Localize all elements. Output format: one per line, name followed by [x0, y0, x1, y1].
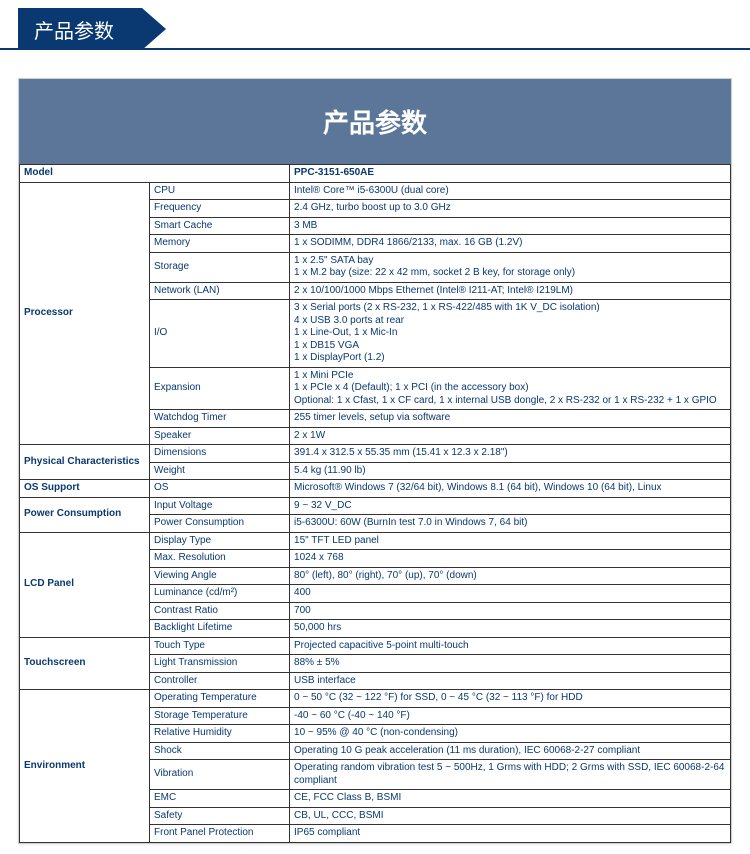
- spec-value: 3 x Serial ports (2 x RS-232, 1 x RS-422…: [290, 300, 731, 368]
- spec-row: TouchscreenTouch TypeProjected capacitiv…: [20, 637, 731, 655]
- spec-value: USB interface: [290, 672, 731, 690]
- spec-row: OS SupportOSMicrosoft® Windows 7 (32/64 …: [20, 480, 731, 498]
- spec-value: 2 x 1W: [290, 427, 731, 445]
- spec-value: 5.4 kg (11.90 lb): [290, 462, 731, 480]
- spec-value: Intel® Core™ i5-6300U (dual core): [290, 182, 731, 200]
- spec-value: Projected capacitive 5-point multi-touch: [290, 637, 731, 655]
- spec-value: 1 x 2.5" SATA bay 1 x M.2 bay (size: 22 …: [290, 252, 731, 282]
- spec-label: Watchdog Timer: [150, 410, 290, 428]
- spec-label: Storage Temperature: [150, 707, 290, 725]
- spec-value: 1024 x 768: [290, 550, 731, 568]
- spec-value: 88% ± 5%: [290, 655, 731, 673]
- spec-row: EnvironmentOperating Temperature0 ~ 50 °…: [20, 690, 731, 708]
- spec-label: Storage: [150, 252, 290, 282]
- spec-card: 产品参数 ModelPPC-3151-650AEProcessorCPUInte…: [18, 78, 732, 844]
- spec-table: ModelPPC-3151-650AEProcessorCPUIntel® Co…: [19, 164, 731, 843]
- spec-value: -40 ~ 60 °C (-40 ~ 140 °F): [290, 707, 731, 725]
- spec-value: 3 MB: [290, 217, 731, 235]
- spec-value: 0 ~ 50 °C (32 ~ 122 °F) for SSD, 0 ~ 45 …: [290, 690, 731, 708]
- spec-label: Contrast Ratio: [150, 602, 290, 620]
- spec-value: Microsoft® Windows 7 (32/64 bit), Window…: [290, 480, 731, 498]
- spec-value: 2.4 GHz, turbo boost up to 3.0 GHz: [290, 200, 731, 218]
- spec-label: Memory: [150, 235, 290, 253]
- section-tab-arrow: [142, 8, 166, 50]
- spec-label: OS: [150, 480, 290, 498]
- spec-label: Backlight Lifetime: [150, 620, 290, 638]
- spec-label: Front Panel Protection: [150, 825, 290, 843]
- spec-label: Dimensions: [150, 445, 290, 463]
- spec-label: Touch Type: [150, 637, 290, 655]
- group-name: Processor: [20, 182, 150, 445]
- spec-label: Display Type: [150, 532, 290, 550]
- spec-value: 391.4 x 312.5 x 55.35 mm (15.41 x 12.3 x…: [290, 445, 731, 463]
- spec-label: Network (LAN): [150, 282, 290, 300]
- spec-label: CPU: [150, 182, 290, 200]
- group-name: Touchscreen: [20, 637, 150, 690]
- spec-value: 700: [290, 602, 731, 620]
- spec-value: i5-6300U: 60W (BurnIn test 7.0 in Window…: [290, 515, 731, 533]
- spec-label: Safety: [150, 807, 290, 825]
- group-name: Environment: [20, 690, 150, 843]
- spec-value: 15" TFT LED panel: [290, 532, 731, 550]
- spec-label: Shock: [150, 742, 290, 760]
- header-product: PPC-3151-650AE: [290, 165, 731, 183]
- spec-label: Vibration: [150, 760, 290, 790]
- spec-header-row: ModelPPC-3151-650AE: [20, 165, 731, 183]
- group-name: Physical Characteristics: [20, 445, 150, 480]
- spec-label: Light Transmission: [150, 655, 290, 673]
- spec-value: CE, FCC Class B, BSMI: [290, 790, 731, 808]
- spec-label: Expansion: [150, 367, 290, 410]
- group-name: LCD Panel: [20, 532, 150, 637]
- section-tab-label: 产品参数: [18, 8, 142, 50]
- spec-label: Viewing Angle: [150, 567, 290, 585]
- spec-value: 1 x Mini PCIe 1 x PCIe x 4 (Default); 1 …: [290, 367, 731, 410]
- spec-value: 80° (left), 80° (right), 70° (up), 70° (…: [290, 567, 731, 585]
- group-name: Power Consumption: [20, 497, 150, 532]
- spec-label: Weight: [150, 462, 290, 480]
- spec-row: LCD PanelDisplay Type15" TFT LED panel: [20, 532, 731, 550]
- spec-label: Relative Humidity: [150, 725, 290, 743]
- group-name: OS Support: [20, 480, 150, 498]
- card-title: 产品参数: [19, 79, 731, 164]
- spec-row: ProcessorCPUIntel® Core™ i5-6300U (dual …: [20, 182, 731, 200]
- spec-value: CB, UL, CCC, BSMI: [290, 807, 731, 825]
- spec-label: Max. Resolution: [150, 550, 290, 568]
- spec-label: I/O: [150, 300, 290, 368]
- header-model: Model: [20, 165, 290, 183]
- spec-value: 9 ~ 32 V_DC: [290, 497, 731, 515]
- spec-label: Smart Cache: [150, 217, 290, 235]
- spec-row: Power ConsumptionInput Voltage9 ~ 32 V_D…: [20, 497, 731, 515]
- spec-value: 255 timer levels, setup via software: [290, 410, 731, 428]
- spec-value: 10 ~ 95% @ 40 °C (non-condensing): [290, 725, 731, 743]
- spec-value: IP65 compliant: [290, 825, 731, 843]
- spec-label: Luminance (cd/m²): [150, 585, 290, 603]
- spec-label: Frequency: [150, 200, 290, 218]
- spec-value: 50,000 hrs: [290, 620, 731, 638]
- spec-value: 400: [290, 585, 731, 603]
- spec-value: 1 x SODIMM, DDR4 1866/2133, max. 16 GB (…: [290, 235, 731, 253]
- spec-row: Physical CharacteristicsDimensions391.4 …: [20, 445, 731, 463]
- spec-label: Controller: [150, 672, 290, 690]
- spec-value: Operating 10 G peak acceleration (11 ms …: [290, 742, 731, 760]
- spec-label: Speaker: [150, 427, 290, 445]
- spec-label: Input Voltage: [150, 497, 290, 515]
- spec-value: Operating random vibration test 5 ~ 500H…: [290, 760, 731, 790]
- spec-label: Operating Temperature: [150, 690, 290, 708]
- section-tab: 产品参数: [18, 8, 750, 50]
- spec-label: Power Consumption: [150, 515, 290, 533]
- spec-value: 2 x 10/100/1000 Mbps Ethernet (Intel® I2…: [290, 282, 731, 300]
- spec-label: EMC: [150, 790, 290, 808]
